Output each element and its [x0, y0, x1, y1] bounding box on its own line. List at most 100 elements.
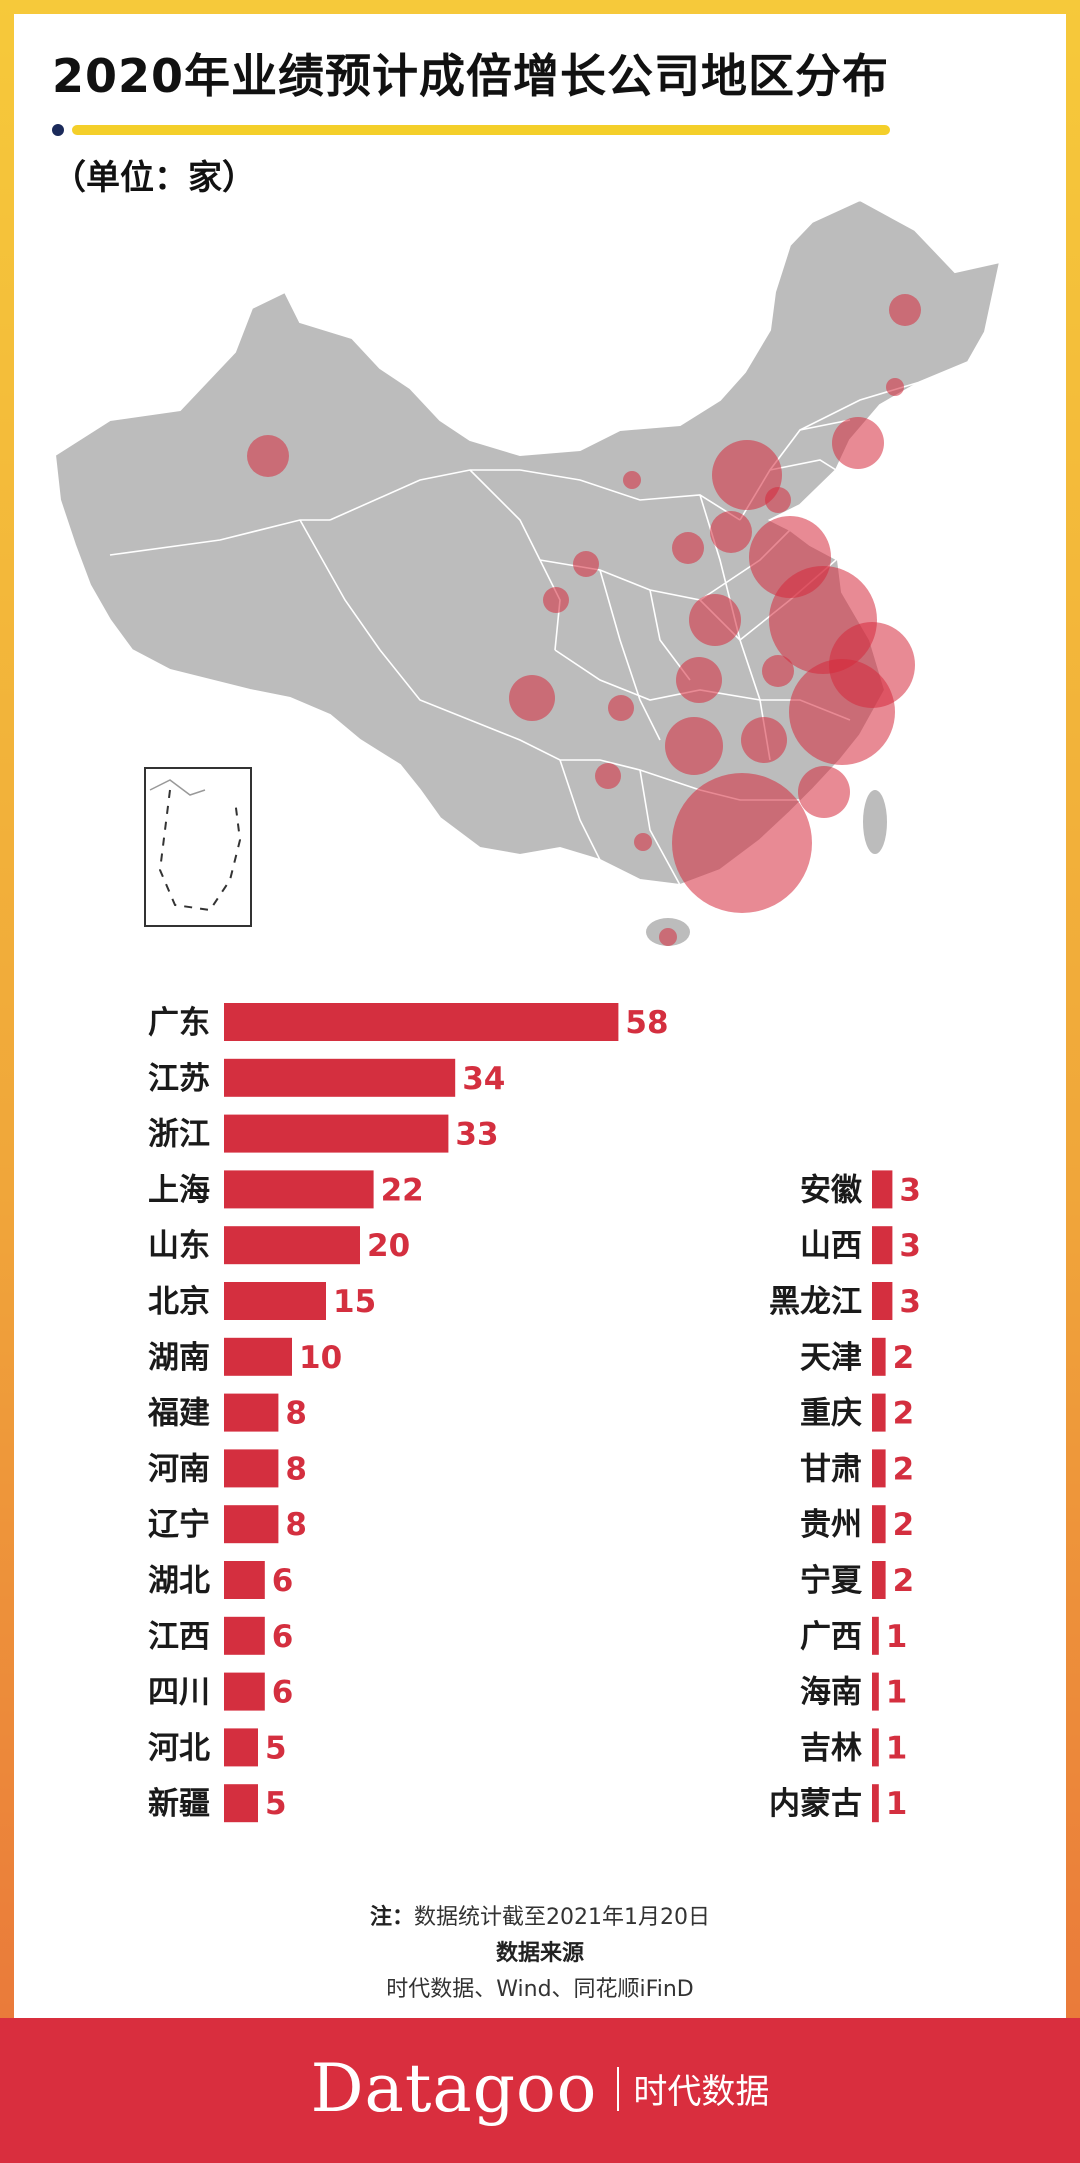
- bubble-guangdong: [672, 773, 812, 913]
- bubble-henan: [689, 594, 741, 646]
- bubble-jilin: [886, 378, 904, 396]
- bubble-shanxi: [672, 532, 704, 564]
- value-label: 6: [272, 1619, 294, 1655]
- bar: [224, 1393, 279, 1432]
- title-underline-bar: [72, 125, 890, 135]
- bubble-sichuan: [509, 675, 555, 721]
- category-label: 山西: [800, 1228, 862, 1264]
- bubble-shandong: [749, 516, 831, 598]
- china-map: [53, 198, 1002, 946]
- category-label: 河北: [148, 1730, 210, 1766]
- bubble-shanghai: [829, 622, 915, 708]
- category-label: 江苏: [148, 1061, 210, 1097]
- value-label: 15: [333, 1284, 376, 1320]
- bar: [872, 1282, 893, 1320]
- bar: [872, 1561, 886, 1599]
- value-label: 5: [265, 1786, 287, 1822]
- bar: [872, 1170, 893, 1209]
- bubble-chongqing: [608, 695, 634, 721]
- category-label: 辽宁: [148, 1507, 210, 1543]
- bar: [224, 1784, 258, 1823]
- value-label: 2: [893, 1340, 915, 1376]
- category-label: 广东: [148, 1005, 210, 1041]
- category-label: 甘肃: [800, 1451, 862, 1487]
- value-label: 1: [886, 1730, 908, 1766]
- bar: [224, 1282, 326, 1320]
- category-label: 北京: [148, 1284, 210, 1320]
- logo-separator: [617, 2066, 620, 2111]
- value-label: 8: [285, 1451, 307, 1487]
- value-label: 10: [299, 1340, 342, 1376]
- bar: [872, 1337, 886, 1376]
- inset-coast: [149, 779, 206, 796]
- source-title: 数据来源: [495, 1941, 584, 1966]
- category-label: 四川: [148, 1675, 210, 1711]
- footer-logo: Datagoo 时代数据: [0, 2050, 1080, 2127]
- bubble-jiangxi: [741, 717, 787, 763]
- category-label: 广西: [800, 1619, 862, 1655]
- value-label: 2: [893, 1451, 915, 1487]
- note-line: 注：数据统计截至2021年1月20日: [0, 1900, 1080, 1936]
- bar: [872, 1505, 886, 1544]
- category-label: 浙江: [148, 1117, 210, 1153]
- value-label: 1: [886, 1675, 908, 1711]
- bubble-layer: [247, 294, 921, 946]
- south-china-sea-inset: [144, 767, 252, 927]
- inset-dashes: [158, 789, 242, 912]
- bubble-neimenggu: [623, 471, 641, 489]
- value-label: 22: [381, 1172, 424, 1208]
- bar: [224, 1561, 265, 1599]
- bar: [872, 1616, 879, 1655]
- category-label: 海南: [800, 1675, 862, 1711]
- note-text: 数据统计截至2021年1月20日: [414, 1905, 710, 1930]
- category-label: 重庆: [800, 1396, 862, 1432]
- value-label: 8: [285, 1507, 307, 1543]
- value-label: 34: [462, 1061, 505, 1097]
- bubble-beijing: [712, 440, 782, 510]
- category-label: 江西: [148, 1619, 210, 1655]
- bar: [224, 1728, 258, 1767]
- bar: [224, 1226, 360, 1265]
- value-label: 2: [893, 1563, 915, 1599]
- brand-logo-cn: 时代数据: [633, 2072, 770, 2112]
- bubble-heilongjiang: [889, 294, 921, 326]
- bar: [224, 1003, 619, 1041]
- value-label: 6: [272, 1563, 294, 1599]
- value-label: 20: [367, 1228, 410, 1264]
- value-label: 2: [893, 1507, 915, 1543]
- value-label: 1: [886, 1786, 908, 1822]
- bar: [224, 1170, 374, 1209]
- bar: [224, 1337, 292, 1376]
- chart-title: 2020年业绩预计成倍增长公司地区分布: [52, 49, 890, 103]
- value-label: 3: [899, 1228, 921, 1264]
- category-label: 福建: [147, 1396, 210, 1432]
- value-label: 1: [886, 1619, 908, 1655]
- category-label: 吉林: [800, 1730, 862, 1766]
- bubble-hubei: [676, 657, 722, 703]
- category-label: 安徽: [800, 1172, 863, 1208]
- source-text: 时代数据、Wind、同花顺iFinD: [386, 1977, 694, 2002]
- bar: [872, 1784, 879, 1823]
- value-label: 58: [625, 1005, 668, 1041]
- title-underline-dot: [52, 124, 64, 136]
- category-label: 宁夏: [800, 1563, 863, 1599]
- category-label: 山东: [148, 1228, 210, 1264]
- bubble-liaoning: [832, 417, 884, 469]
- bar: [224, 1505, 279, 1544]
- unit-label: （单位：家）: [52, 158, 256, 198]
- footer-bar: [0, 2018, 1080, 2163]
- bar: [224, 1672, 265, 1711]
- category-label: 天津: [800, 1340, 862, 1376]
- taiwan-island: [863, 790, 887, 854]
- bar: [224, 1616, 265, 1655]
- bubble-guizhou: [595, 763, 621, 789]
- value-label: 2: [893, 1396, 915, 1432]
- bubble-hebei: [710, 511, 752, 553]
- category-label: 河南: [148, 1451, 210, 1487]
- bubble-guangxi: [634, 833, 652, 851]
- category-label: 新疆: [148, 1786, 210, 1822]
- china-map-shape: [53, 198, 1002, 887]
- note-label: 注：: [370, 1905, 415, 1930]
- value-label: 33: [455, 1117, 498, 1153]
